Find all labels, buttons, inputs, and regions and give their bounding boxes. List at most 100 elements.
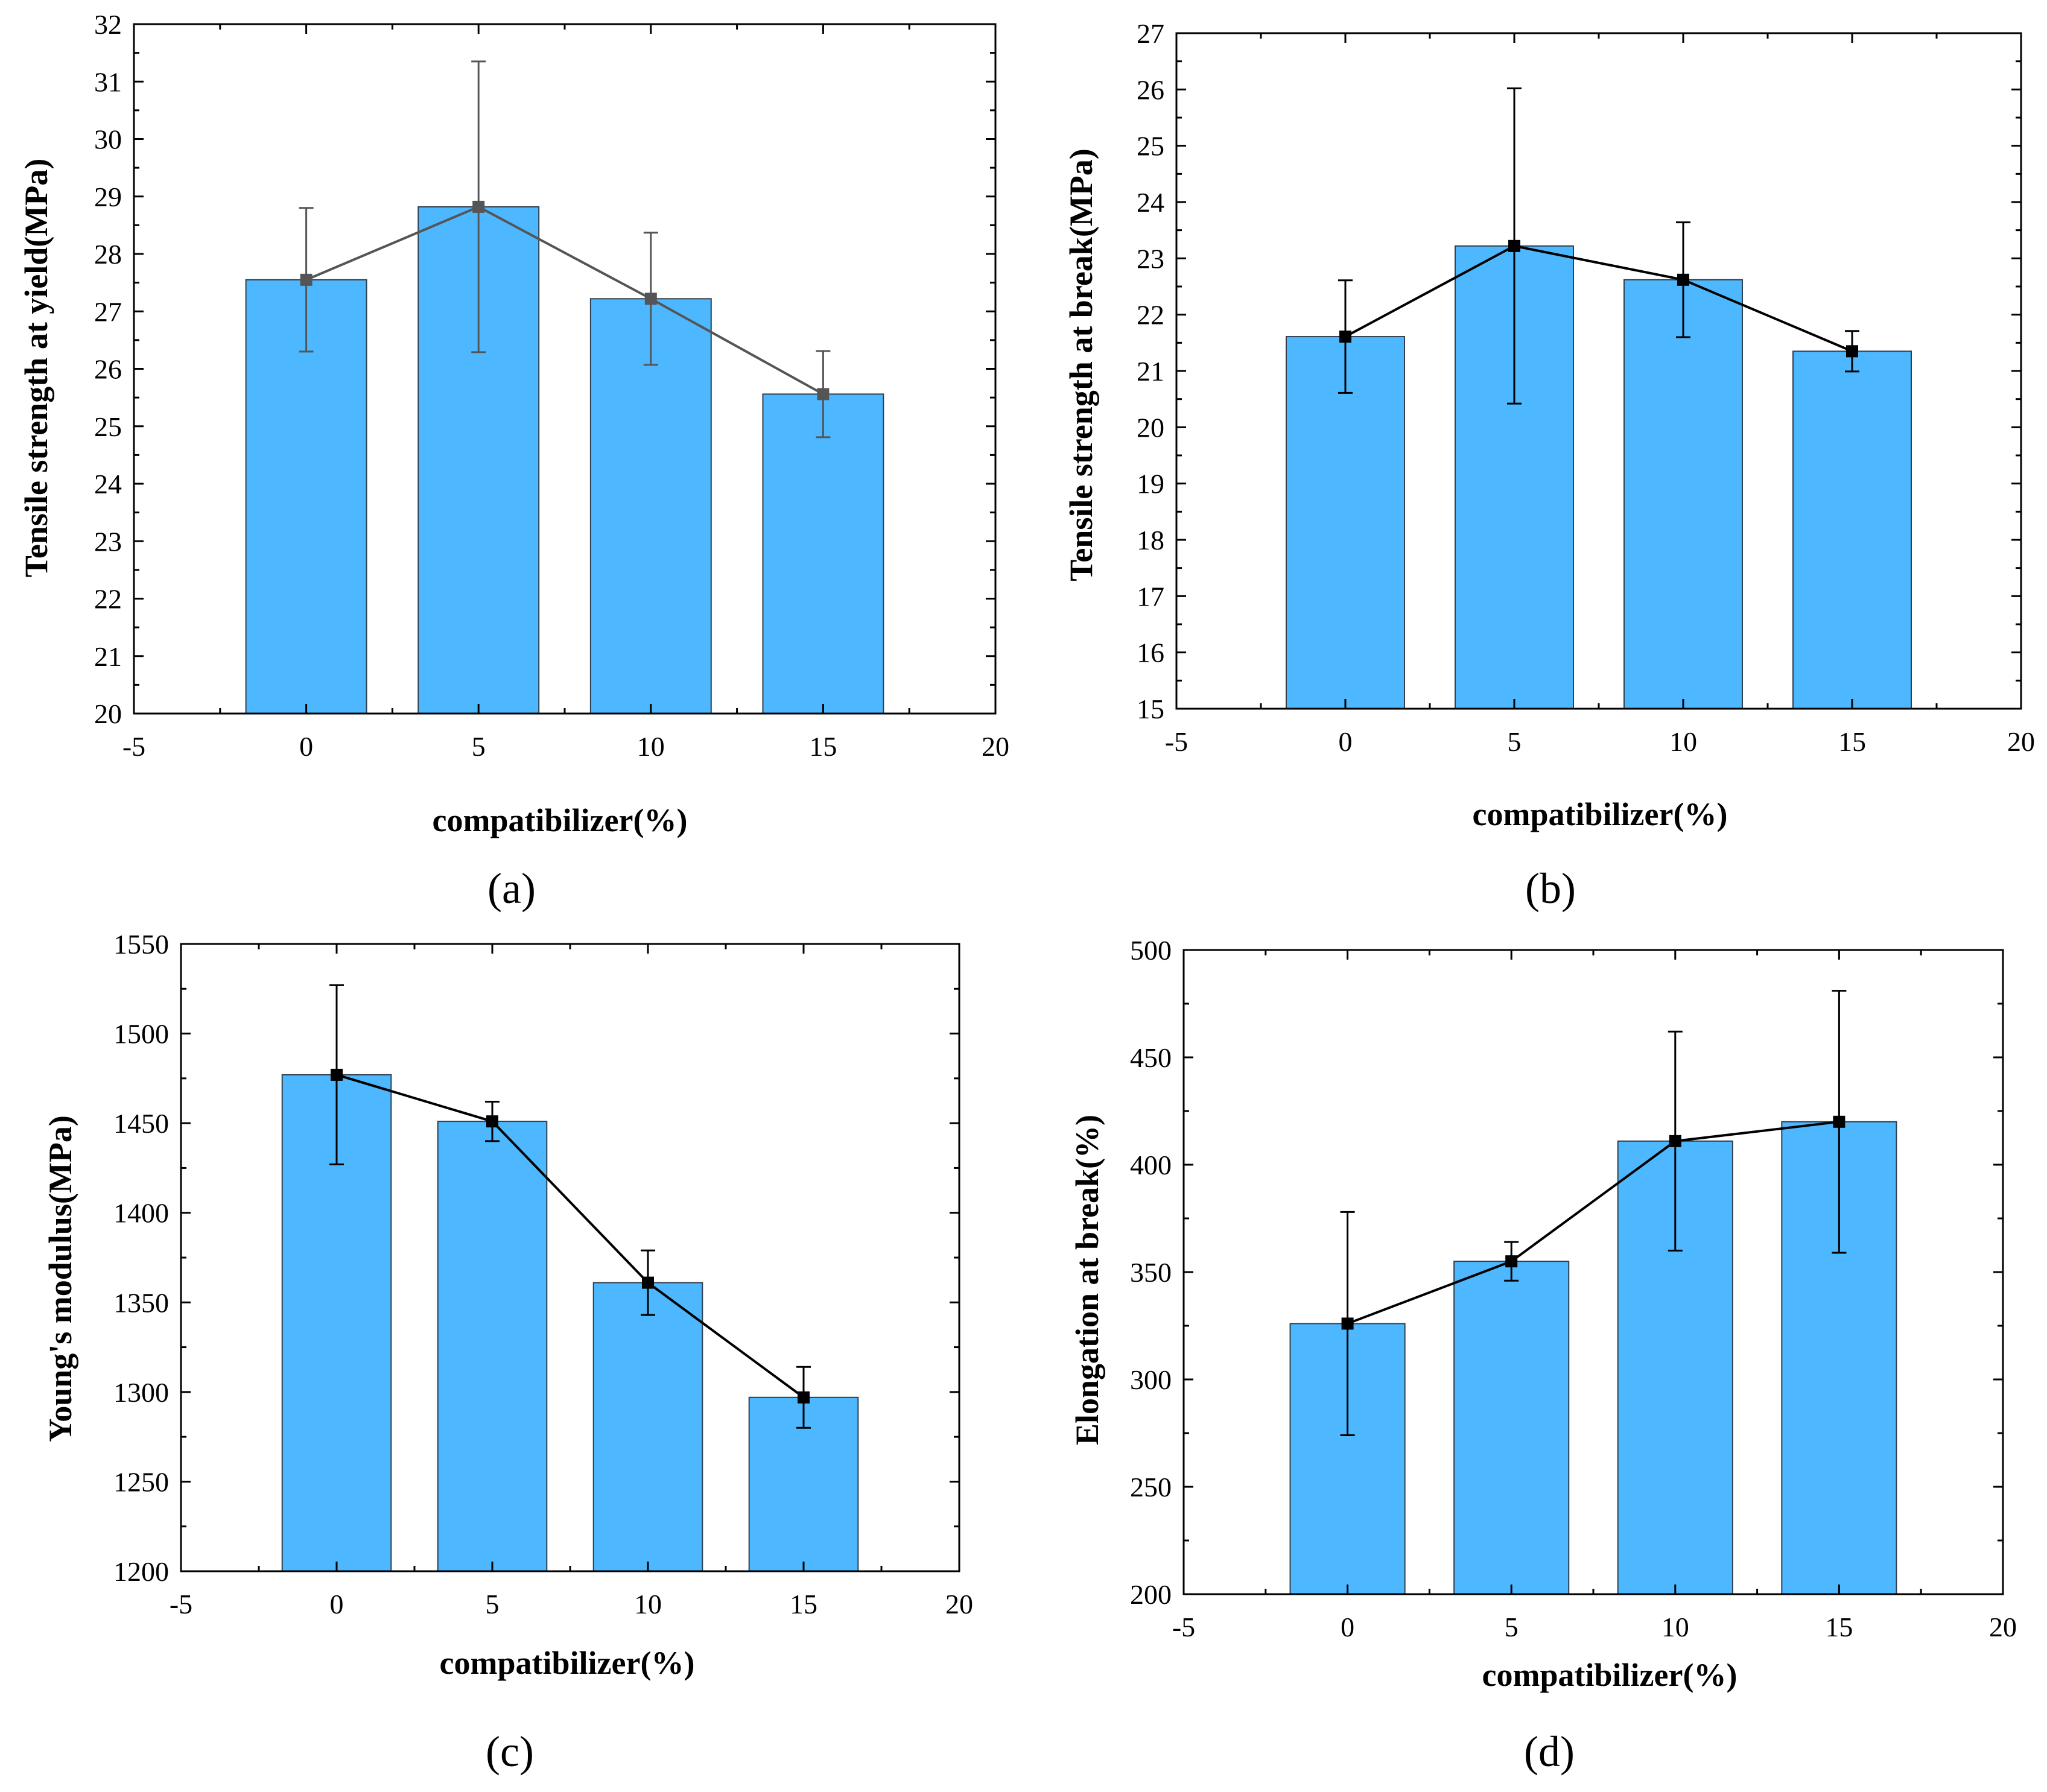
panel-c-y-tick-label: 1300 <box>113 1377 169 1408</box>
panel-d-x-axis-title: compatibilizer(%) <box>1482 1657 1738 1693</box>
panel-d-y-tick-label: 450 <box>1130 1042 1172 1073</box>
panel-a: 20 21 22 23 24 25 26 27 28 29 30 31 32 -5 0 5 10 15 20 com… <box>18 9 1009 913</box>
panel-b-y-tick-label: 15 <box>1137 694 1164 724</box>
panel-a-point <box>644 293 657 305</box>
panel-b-y-tick-label: 26 <box>1137 74 1164 105</box>
panel-a-y-tick-label: 30 <box>94 124 122 155</box>
panel-b-x-tick-label: 5 <box>1508 726 1522 757</box>
panel-a-y-axis-title: Tensile strength at yield(MPa) <box>18 159 54 577</box>
panel-c-y-tick-label: 1250 <box>113 1466 169 1497</box>
panel-b-y-tick-label: 25 <box>1137 131 1164 162</box>
panel-c-y-tick-label: 1500 <box>113 1019 169 1050</box>
panel-a-x-tick-label: -5 <box>122 731 145 762</box>
panel-a-x-tick-label: 10 <box>637 731 665 762</box>
panel-b-bar <box>1286 336 1405 709</box>
panel-a-y-tick-label: 31 <box>94 66 122 97</box>
panel-d-series-line <box>1347 1120 1839 1325</box>
panel-c-y-tick-label: 1550 <box>113 929 169 960</box>
panel-b-point <box>1339 331 1351 343</box>
panel-b-y-tick-label: 21 <box>1137 356 1164 387</box>
panel-b-x-axis-title: compatibilizer(%) <box>1473 796 1728 832</box>
panel-a-label: (a) <box>487 864 536 913</box>
panel-a-y-tick-label: 24 <box>94 469 122 499</box>
panel-b-y-tick-label: 16 <box>1137 638 1164 668</box>
panel-b-bar <box>1792 350 1912 709</box>
panel-d-y-axis-title: Elongation at break(%) <box>1069 1115 1105 1445</box>
panel-d-point <box>1505 1255 1518 1268</box>
panel-c-x-tick-label: 10 <box>634 1589 662 1619</box>
panel-c-x-tick-label: 0 <box>330 1589 344 1619</box>
panel-b-label: (b) <box>1525 864 1576 913</box>
panel-b-y-tick-label: 20 <box>1137 412 1164 443</box>
panel-a-y-tick-label: 27 <box>94 296 122 327</box>
panel-a-y-tick-label: 22 <box>94 584 122 615</box>
panel-c-y-tick-label: 1450 <box>113 1108 169 1139</box>
panel-c-point <box>642 1276 654 1289</box>
panel-d-x-tick-label: -5 <box>1172 1612 1195 1642</box>
panel-a-y-tick-label: 28 <box>94 239 122 270</box>
panel-b: 15 16 17 18 19 20 21 22 23 24 25 26 27 -5 0 5 10 15 20 com… <box>1063 18 2035 913</box>
panel-a-y-tick-label: 32 <box>94 9 122 40</box>
panel-d-x-tick-label: 20 <box>1989 1612 2017 1642</box>
panel-b-y-tick-label: 24 <box>1137 187 1164 218</box>
panel-d-point <box>1341 1317 1354 1330</box>
panel-d-y-tick-label: 250 <box>1130 1472 1172 1502</box>
panel-a-point <box>300 273 313 286</box>
panel-b-point <box>1508 239 1520 252</box>
panel-c-label: (c) <box>486 1727 534 1776</box>
panel-a-y-tick-label: 29 <box>94 182 122 212</box>
panel-d-point <box>1669 1135 1681 1147</box>
panel-a-point <box>817 388 830 401</box>
panel-d-y-tick-label: 300 <box>1130 1364 1172 1395</box>
panel-b-y-axis-title: Tensile strength at break(MPa) <box>1063 148 1099 581</box>
panel-b-x-tick-label: -5 <box>1165 726 1188 757</box>
panel-c: 1200 1250 1300 1350 1400 1450 1500 1550 -5 0 5 10 15… <box>42 929 973 1776</box>
panel-b-y-tick-label: 27 <box>1137 18 1164 49</box>
panel-d: 200 250 300 350 400 450 500 -5 0 5 10 15 20 compatib… <box>1069 935 2017 1776</box>
panel-c-bar <box>592 1282 703 1572</box>
panel-b-series-line <box>1345 244 1853 353</box>
panel-d-label: (d) <box>1524 1727 1575 1776</box>
panel-b-y-tick-label: 23 <box>1137 243 1164 274</box>
panel-b-y-tick-label: 18 <box>1137 525 1164 556</box>
panel-a-bar <box>762 393 884 714</box>
panel-d-x-tick-label: 15 <box>1825 1612 1853 1642</box>
panel-c-x-tick-label: 20 <box>945 1589 973 1619</box>
panel-d-x-tick-label: 5 <box>1505 1612 1519 1642</box>
panel-d-point <box>1833 1115 1845 1128</box>
panel-b-point <box>1846 345 1858 358</box>
panel-b-y-tick-label: 22 <box>1137 300 1164 331</box>
panel-a-point <box>472 200 485 213</box>
panel-a-y-tick-label: 26 <box>94 354 122 385</box>
panel-d-bar <box>1453 1261 1570 1595</box>
panel-c-series-line <box>336 1073 805 1399</box>
panel-a-x-tick-label: 0 <box>299 731 313 762</box>
panel-a-x-tick-label: 20 <box>982 731 1009 762</box>
panel-a-y-tick-label: 21 <box>94 641 122 672</box>
panel-d-x-tick-label: 0 <box>1341 1612 1354 1642</box>
panel-b-x-tick-label: 20 <box>2007 726 2035 757</box>
panel-d-y-tick-label: 350 <box>1130 1257 1172 1288</box>
panel-c-y-tick-label: 1400 <box>113 1198 169 1229</box>
panel-b-bar <box>1623 279 1743 709</box>
panel-b-x-tick-label: 0 <box>1339 726 1353 757</box>
panel-b-point <box>1677 273 1689 286</box>
panel-c-x-tick-label: 15 <box>790 1589 817 1619</box>
panel-c-x-tick-label: 5 <box>486 1589 500 1619</box>
panel-d-y-tick-label: 200 <box>1130 1579 1172 1610</box>
panel-b-y-tick-label: 17 <box>1137 581 1164 612</box>
panel-b-x-tick-label: 15 <box>1838 726 1866 757</box>
panel-d-y-tick-label: 400 <box>1130 1150 1172 1180</box>
panel-d-x-tick-label: 10 <box>1661 1612 1689 1642</box>
panel-a-x-axis-title: compatibilizer(%) <box>433 802 688 838</box>
panel-a-y-tick-label: 20 <box>94 698 122 729</box>
panel-b-y-tick-label: 19 <box>1137 469 1164 499</box>
panel-a-y-tick-label: 25 <box>94 411 122 442</box>
panel-d-y-tick-label: 500 <box>1130 935 1172 966</box>
panel-c-y-tick-label: 1200 <box>113 1556 169 1587</box>
panel-a-x-tick-label: 15 <box>809 731 837 762</box>
panel-c-y-tick-label: 1350 <box>113 1287 169 1318</box>
panel-c-point <box>486 1115 498 1128</box>
panel-c-point <box>331 1068 343 1081</box>
